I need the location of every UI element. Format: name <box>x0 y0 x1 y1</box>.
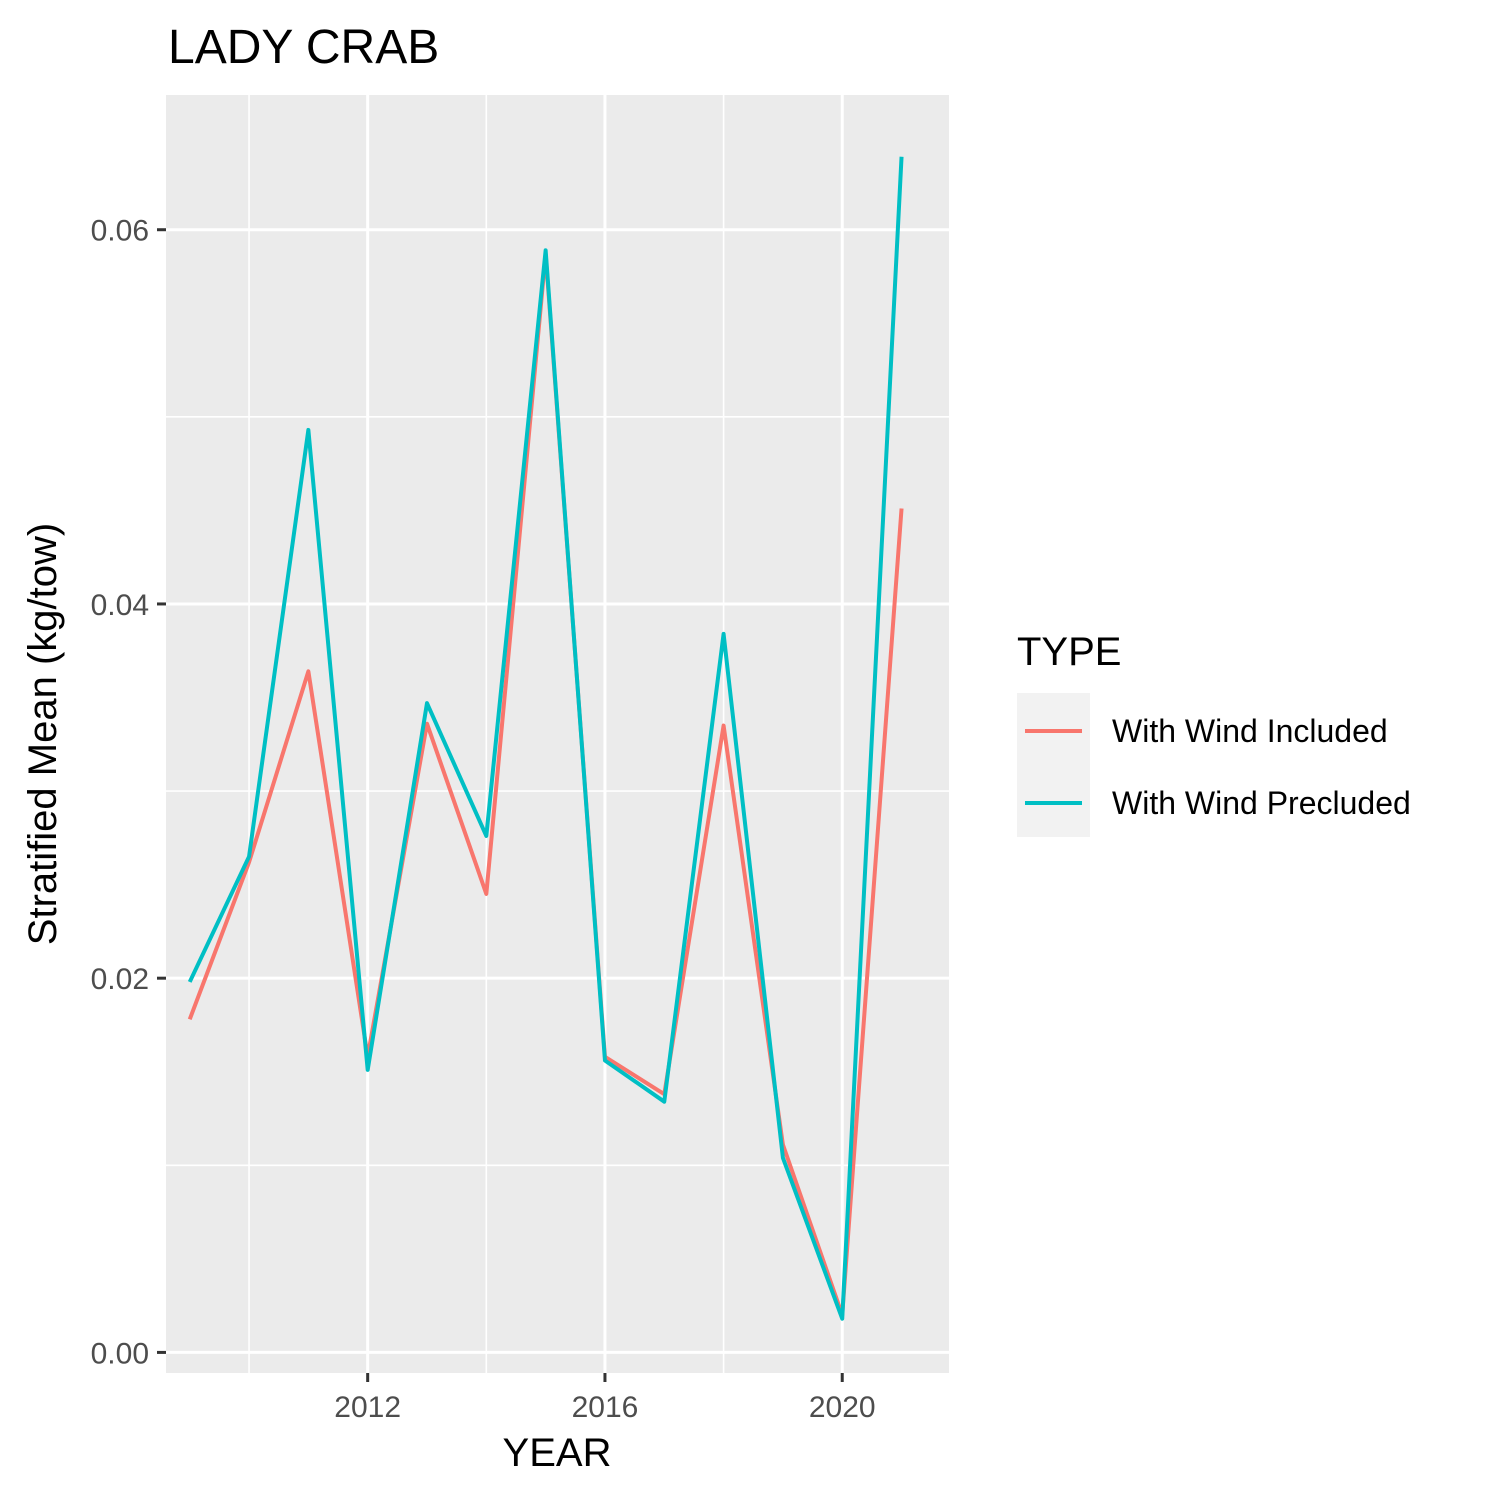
series-layer <box>187 156 904 1321</box>
y-axis-title: Stratified Mean (kg/tow) <box>21 523 65 945</box>
legend-label: With Wind Included <box>1112 713 1388 749</box>
x-tick-label: 2020 <box>809 1391 876 1424</box>
legend-items: With Wind Included With Wind Precluded <box>1025 713 1411 821</box>
y-tick-label: 0.00 <box>91 1337 149 1370</box>
legend: TYPE With Wind Included With Wind Preclud… <box>1017 630 1411 837</box>
series-line-2 <box>187 156 904 1321</box>
axis-layer: 0.00 0.02 0.04 0.06 2012 2016 2020 <box>91 215 876 1424</box>
x-tick-label: 2012 <box>334 1391 401 1424</box>
x-axis-title: YEAR <box>503 1431 612 1475</box>
x-tick-label: 2016 <box>572 1391 639 1424</box>
legend-label: With Wind Precluded <box>1112 785 1411 821</box>
legend-key-background <box>1017 693 1090 837</box>
chart-title: LADY CRAB <box>168 21 439 74</box>
y-tick-label: 0.04 <box>91 589 149 622</box>
y-tick-label: 0.02 <box>91 963 149 996</box>
plot-panel <box>166 95 949 1373</box>
legend-title: TYPE <box>1017 630 1121 674</box>
y-tick-label: 0.06 <box>91 215 149 248</box>
